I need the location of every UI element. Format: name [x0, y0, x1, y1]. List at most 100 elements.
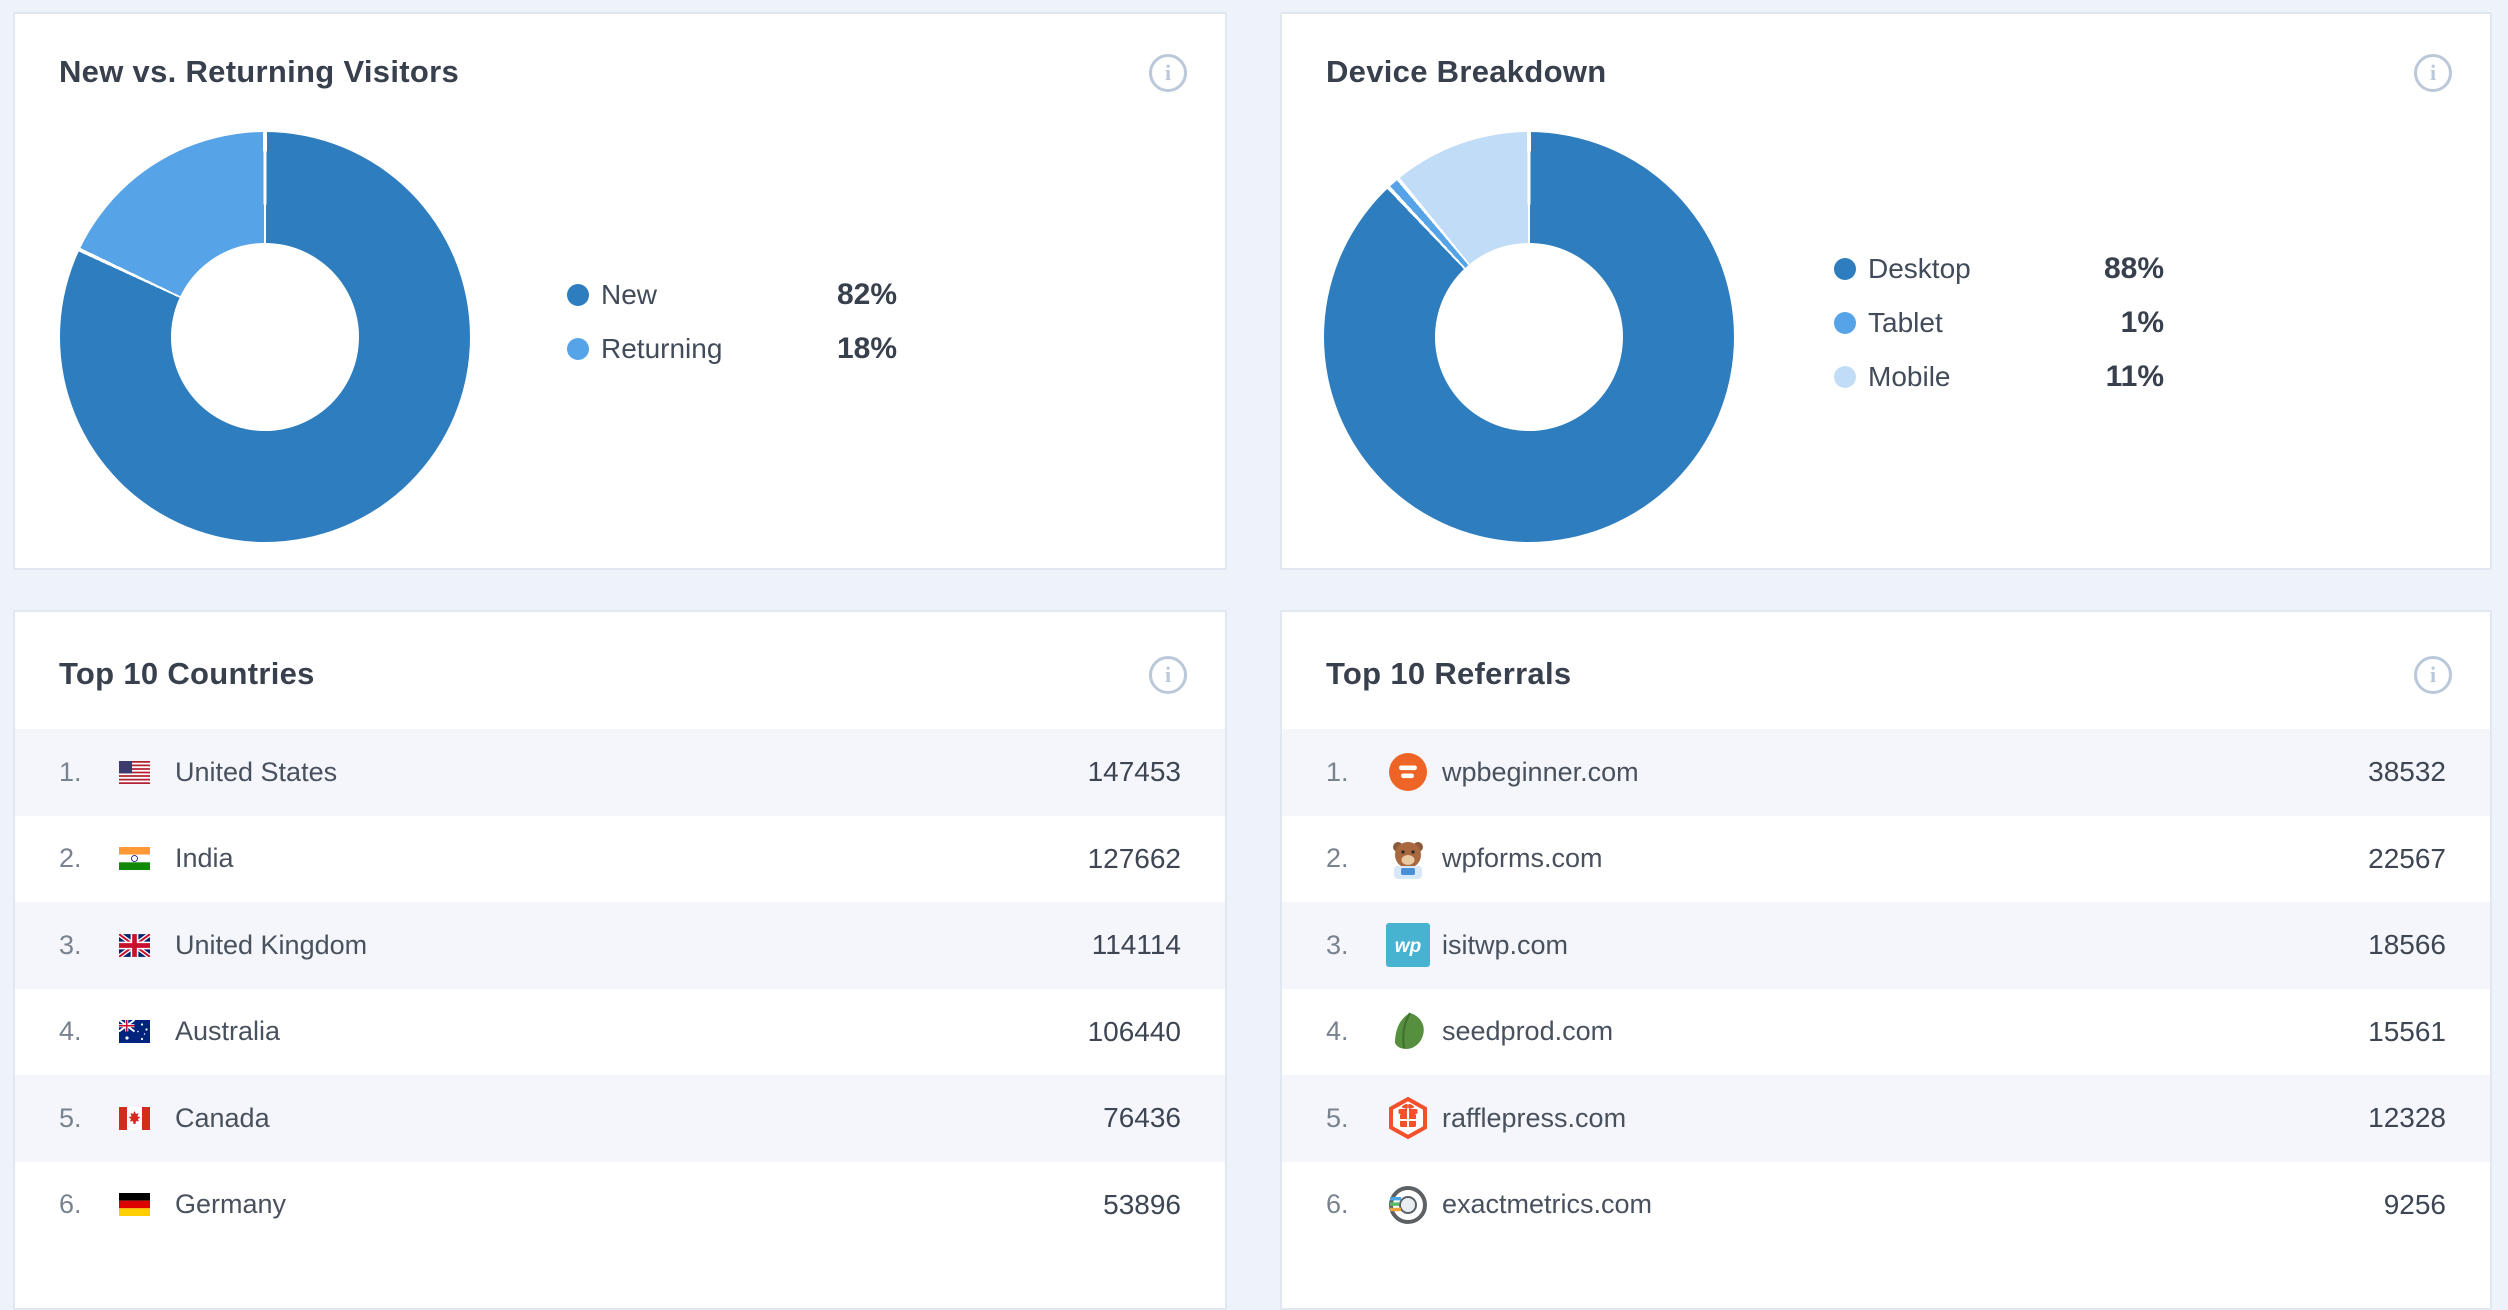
list-item: 6. exactmetrics.com 9256 — [1282, 1162, 2490, 1249]
legend-item: Tablet 1% — [1834, 296, 2164, 350]
donut-hole — [1435, 243, 1623, 431]
referrals-list: 1. wpbeginner.com 38532 2. wpforms.com 22567 3… — [1282, 729, 2490, 1248]
legend-item: Returning 18% — [567, 322, 897, 376]
rank-number: 5. — [1326, 1102, 1349, 1133]
india-flag-icon — [119, 847, 175, 871]
legend-color-dot-icon — [1834, 366, 1856, 388]
canada-flag-icon — [119, 1106, 175, 1130]
wpforms-favicon-icon — [1386, 837, 1442, 881]
device-breakdown-donut-chart — [1324, 132, 1734, 542]
legend-value: 88% — [2103, 252, 2164, 285]
info-glyph: i — [2429, 60, 2437, 85]
item-label: seedprod.com — [1442, 1016, 1614, 1047]
info-icon[interactable]: i — [2414, 656, 2452, 694]
legend-label: New — [601, 279, 658, 310]
svg-text:wp: wp — [1395, 936, 1421, 957]
info-glyph: i — [2429, 662, 2437, 687]
item-value: 76436 — [1103, 1102, 1181, 1134]
item-label: wpbeginner.com — [1442, 756, 1639, 787]
list-item: 6. Germany 53896 — [15, 1162, 1225, 1249]
item-value: 9256 — [2383, 1188, 2446, 1220]
item-value: 18566 — [2368, 929, 2446, 961]
info-glyph: i — [1164, 60, 1172, 85]
list-item: 2. wpforms.com 22567 — [1282, 816, 2490, 903]
legend-value: 11% — [2105, 360, 2164, 393]
item-label: India — [175, 843, 234, 874]
item-label: Germany — [175, 1189, 287, 1220]
info-icon[interactable]: i — [1149, 54, 1187, 92]
rank-number: 4. — [59, 1016, 82, 1047]
info-icon[interactable]: i — [2414, 54, 2452, 92]
card-title: Top 10 Referrals — [1326, 656, 1572, 691]
countries-list: 1. United States 147453 2. India 127662 3. Unit… — [15, 729, 1225, 1248]
card-title: Device Breakdown — [1326, 54, 1607, 89]
item-value: 114114 — [1091, 929, 1181, 961]
chart-legend: New 82% Returning 18% — [567, 268, 897, 376]
legend-value: 1% — [2120, 306, 2164, 339]
legend-value: 18% — [836, 332, 897, 365]
legend-item: New 82% — [567, 268, 897, 322]
list-item: 2. India 127662 — [15, 816, 1225, 903]
item-label: wpforms.com — [1442, 843, 1603, 874]
uk-flag-icon — [119, 933, 175, 957]
item-value: 38532 — [2368, 756, 2446, 788]
item-value: 127662 — [1087, 842, 1181, 874]
germany-flag-icon — [119, 1193, 175, 1217]
item-label: rafflepress.com — [1442, 1102, 1627, 1133]
item-label: United Kingdom — [175, 929, 368, 960]
legend-label: Mobile — [1868, 361, 1951, 392]
rank-number: 2. — [1326, 843, 1349, 874]
item-value: 22567 — [2368, 842, 2446, 874]
card-header: New vs. Returning Visitors i — [15, 14, 1225, 92]
legend-color-dot-icon — [567, 284, 589, 306]
list-item: 1. wpbeginner.com 38532 — [1282, 729, 2490, 816]
item-value: 53896 — [1103, 1188, 1181, 1220]
new-vs-returning-donut-chart — [60, 132, 470, 542]
legend-item: Desktop 88% — [1834, 242, 2164, 296]
legend-color-dot-icon — [1834, 312, 1856, 334]
legend-color-dot-icon — [1834, 258, 1856, 280]
list-item: 5. Canada 76436 — [15, 1075, 1225, 1162]
wpbeginner-favicon-icon — [1386, 750, 1442, 794]
rafflepress-favicon-icon — [1386, 1096, 1442, 1140]
item-value: 147453 — [1087, 756, 1181, 788]
card-header: Device Breakdown i — [1282, 14, 2490, 92]
card-title: Top 10 Countries — [59, 656, 315, 691]
rank-number: 1. — [1326, 756, 1349, 787]
card-header: Top 10 Referrals i — [1282, 612, 2490, 694]
item-label: exactmetrics.com — [1442, 1189, 1653, 1220]
legend-label: Desktop — [1868, 253, 1971, 284]
legend-value: 82% — [836, 278, 897, 311]
list-item: 4. seedprod.com 15561 — [1282, 989, 2490, 1076]
rank-number: 6. — [1326, 1189, 1349, 1220]
info-glyph: i — [1164, 662, 1172, 687]
list-item: 5. rafflepress.com 12328 — [1282, 1075, 2490, 1162]
rank-number: 3. — [1326, 929, 1349, 960]
new-vs-returning-visitors-card: New vs. Returning Visitors i New 82% Retur… — [13, 12, 1227, 570]
list-item: 4. Australia 106440 — [15, 989, 1225, 1076]
donut-hole — [171, 243, 359, 431]
device-breakdown-card: Device Breakdown i Desktop 88% Tablet 1% Mob… — [1280, 12, 2492, 570]
info-icon[interactable]: i — [1149, 656, 1187, 694]
rank-number: 3. — [59, 929, 82, 960]
list-item: 3. wp isitwp.com 18566 — [1282, 902, 2490, 989]
isitwp-favicon-icon: wp — [1386, 923, 1442, 968]
legend-color-dot-icon — [567, 338, 589, 360]
rank-number: 2. — [59, 843, 82, 874]
item-value: 106440 — [1087, 1015, 1181, 1047]
rank-number: 5. — [59, 1102, 82, 1133]
list-item: 1. United States 147453 — [15, 729, 1225, 816]
rank-number: 4. — [1326, 1016, 1349, 1047]
item-label: Australia — [175, 1016, 281, 1047]
legend-label: Returning — [601, 333, 723, 364]
item-value: 12328 — [2368, 1102, 2446, 1134]
legend-item: Mobile 11% — [1834, 350, 2164, 404]
item-label: Canada — [175, 1102, 270, 1133]
chart-legend: Desktop 88% Tablet 1% Mobile 11% — [1834, 242, 2164, 404]
exactmetrics-favicon-icon — [1386, 1183, 1442, 1227]
top-referrals-card: Top 10 Referrals i 1. wpbeginner.com 38532… — [1280, 610, 2492, 1310]
rank-number: 6. — [59, 1189, 82, 1220]
card-title: New vs. Returning Visitors — [59, 54, 459, 89]
item-label: United States — [175, 756, 338, 787]
seedprod-favicon-icon — [1386, 1010, 1442, 1054]
